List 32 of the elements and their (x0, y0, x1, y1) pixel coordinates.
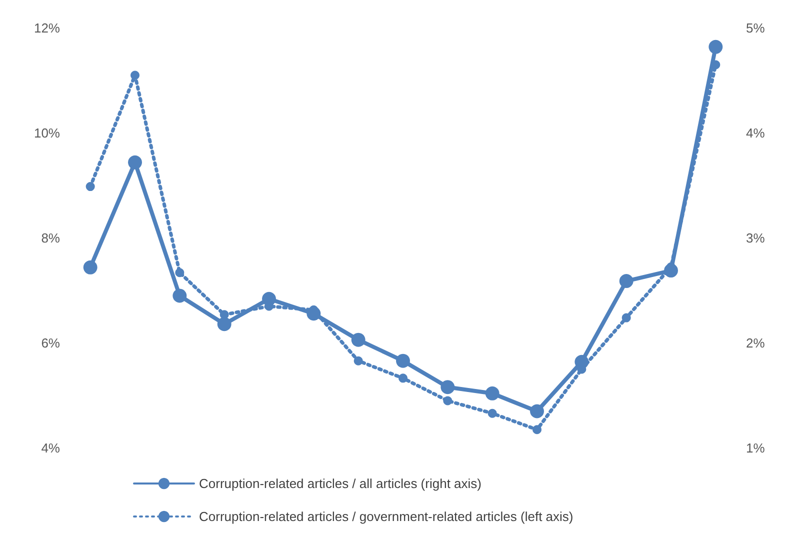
y-tick-label: 4% (41, 440, 60, 456)
point (217, 317, 232, 332)
y-tick-label: 6% (41, 336, 60, 350)
point (619, 274, 634, 288)
y-tick-label: 8% (41, 230, 60, 246)
point (708, 40, 723, 54)
point (488, 408, 497, 418)
y2-tick-label: 4% (746, 126, 766, 140)
point (351, 332, 366, 347)
point (175, 268, 184, 278)
point (532, 425, 542, 434)
y2-tick-label: 5% (746, 20, 766, 36)
point (443, 396, 452, 406)
point (128, 155, 142, 170)
point (622, 313, 631, 322)
point (130, 70, 140, 80)
point (354, 356, 363, 366)
legend-label: Corruption-related articles / government-related articles (left axis) (199, 509, 574, 524)
point (86, 182, 95, 192)
point (172, 288, 187, 303)
legend-label: Corruption-related articles / all articles (right axis) (199, 476, 482, 491)
point (83, 260, 98, 274)
point (485, 386, 500, 400)
y2-tick-label: 2% (746, 336, 766, 350)
y2-tick-label: 1% (746, 440, 766, 456)
point (396, 354, 410, 368)
point (440, 380, 455, 394)
y-tick-label: 12% (34, 20, 60, 36)
point (530, 404, 544, 418)
y2-tick-label: 3% (746, 230, 766, 246)
y-tick-label: 10% (34, 126, 60, 140)
point (398, 374, 408, 383)
